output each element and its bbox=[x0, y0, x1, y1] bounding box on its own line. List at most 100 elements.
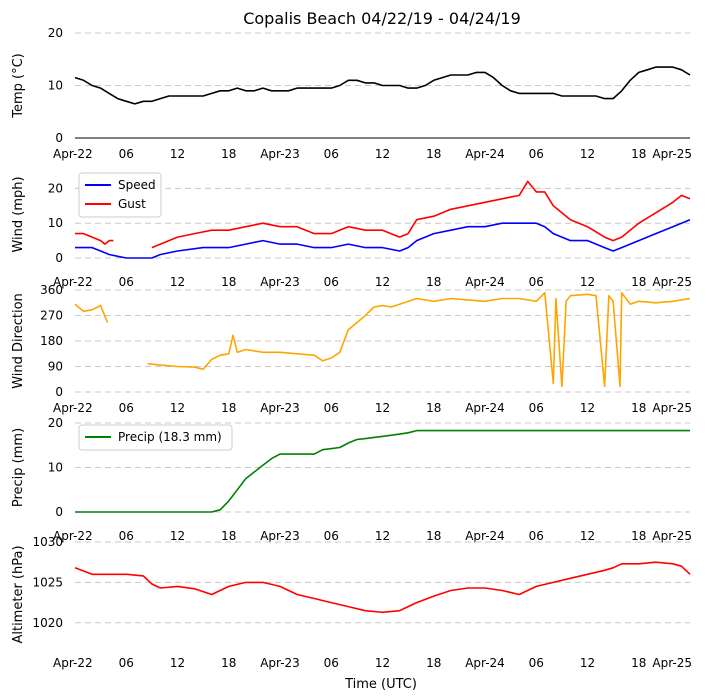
xtick-direction-5: 06 bbox=[324, 401, 339, 415]
ytick-temp-1: 10 bbox=[48, 79, 63, 93]
xtick-altimeter-5: 06 bbox=[324, 656, 339, 670]
xtick-wind-10: 12 bbox=[580, 275, 595, 289]
ylabel-temp: Temp (°C) bbox=[11, 53, 26, 119]
xtick-wind-6: 12 bbox=[375, 275, 390, 289]
panel-altimeter: 1020 1025 1030 Altimeter (hPa) Apr-22 06 12 18 A… bbox=[11, 535, 692, 670]
ytick-wind-2: 20 bbox=[48, 181, 63, 195]
xtick-altimeter-4: Apr-23 bbox=[260, 656, 300, 670]
xtick-altimeter-1: 06 bbox=[119, 656, 134, 670]
xtick-wind-7: 18 bbox=[426, 275, 441, 289]
ylabel-altimeter: Altimeter (hPa) bbox=[11, 545, 26, 643]
xtick-wind-12: Apr-25 bbox=[652, 275, 692, 289]
legend-label-precip-0: Precip (18.3 mm) bbox=[118, 430, 222, 444]
ylabel-precip: Precip (mm) bbox=[11, 428, 26, 507]
xtick-altimeter-9: 06 bbox=[529, 656, 544, 670]
xtick-precip-9: 06 bbox=[529, 529, 544, 543]
xtick-temp-6: 12 bbox=[375, 147, 390, 161]
panel-temp: 0 10 20 Temp (°C) Apr-22 06 12 18 Apr-23 06 12 18 Ap… bbox=[11, 26, 692, 161]
xtick-direction-1: 06 bbox=[119, 401, 134, 415]
ylabel-direction: Wind Direction bbox=[11, 293, 26, 389]
xtick-altimeter-2: 12 bbox=[170, 656, 185, 670]
ytick-altimeter-1: 1025 bbox=[32, 575, 63, 589]
xtick-precip-3: 18 bbox=[221, 529, 236, 543]
xtick-altimeter-7: 18 bbox=[426, 656, 441, 670]
xtick-altimeter-0: Apr-22 bbox=[53, 656, 93, 670]
xtick-temp-2: 12 bbox=[170, 147, 185, 161]
xtick-direction-8: Apr-24 bbox=[465, 401, 505, 415]
xtick-wind-2: 12 bbox=[170, 275, 185, 289]
xtick-direction-12: Apr-25 bbox=[652, 401, 692, 415]
legend-label-wind-0: Speed bbox=[118, 178, 156, 192]
xtick-temp-7: 18 bbox=[426, 147, 441, 161]
xtick-precip-8: Apr-24 bbox=[465, 529, 505, 543]
xtick-direction-2: 12 bbox=[170, 401, 185, 415]
xtick-temp-11: 18 bbox=[631, 147, 646, 161]
x-axis-label: Time (UTC) bbox=[344, 677, 417, 692]
xtick-temp-3: 18 bbox=[221, 147, 236, 161]
xtick-direction-3: 18 bbox=[221, 401, 236, 415]
xtick-temp-12: Apr-25 bbox=[652, 147, 692, 161]
xtick-direction-4: Apr-23 bbox=[260, 401, 300, 415]
xtick-temp-8: Apr-24 bbox=[465, 147, 505, 161]
xtick-altimeter-3: 18 bbox=[221, 656, 236, 670]
xtick-wind-0: Apr-22 bbox=[53, 275, 93, 289]
xtick-precip-6: 12 bbox=[375, 529, 390, 543]
xtick-temp-1: 06 bbox=[119, 147, 134, 161]
xtick-wind-1: 06 bbox=[119, 275, 134, 289]
xtick-direction-11: 18 bbox=[631, 401, 646, 415]
ytick-altimeter-0: 1020 bbox=[32, 616, 63, 630]
xtick-direction-7: 18 bbox=[426, 401, 441, 415]
xtick-precip-1: 06 bbox=[119, 529, 134, 543]
series-altimeter-0 bbox=[74, 561, 691, 614]
series-wind-0 bbox=[75, 218, 691, 259]
ytick-altimeter-2: 1030 bbox=[32, 535, 63, 549]
series-direction-0 bbox=[74, 292, 691, 388]
xtick-temp-0: Apr-22 bbox=[53, 147, 93, 161]
xtick-temp-10: 12 bbox=[580, 147, 595, 161]
xtick-precip-4: Apr-23 bbox=[260, 529, 300, 543]
panel-direction: 0 90 180 270 360 Wind Direction Apr-22 06 12 18 Ap… bbox=[11, 283, 692, 415]
xtick-precip-7: 18 bbox=[426, 529, 441, 543]
xtick-temp-4: Apr-23 bbox=[260, 147, 300, 161]
ylabel-wind: Wind (mph) bbox=[11, 176, 26, 252]
xtick-wind-3: 18 bbox=[221, 275, 236, 289]
ytick-wind-1: 10 bbox=[48, 216, 63, 230]
xtick-wind-4: Apr-23 bbox=[260, 275, 300, 289]
figure-title: Copalis Beach 04/22/19 - 04/24/19 bbox=[243, 9, 521, 28]
xtick-wind-5: 06 bbox=[324, 275, 339, 289]
xtick-temp-9: 06 bbox=[529, 147, 544, 161]
xtick-precip-11: 18 bbox=[631, 529, 646, 543]
xtick-wind-11: 18 bbox=[631, 275, 646, 289]
ytick-direction-3: 270 bbox=[40, 309, 63, 323]
ytick-temp-2: 20 bbox=[48, 26, 63, 40]
xtick-direction-9: 06 bbox=[529, 401, 544, 415]
ytick-direction-2: 180 bbox=[40, 334, 63, 348]
xtick-altimeter-10: 12 bbox=[580, 656, 595, 670]
series-precip-0 bbox=[75, 429, 690, 513]
xtick-precip-5: 06 bbox=[324, 529, 339, 543]
xtick-wind-8: Apr-24 bbox=[465, 275, 505, 289]
xtick-direction-6: 12 bbox=[375, 401, 390, 415]
ytick-direction-1: 90 bbox=[48, 360, 63, 374]
xtick-precip-10: 12 bbox=[580, 529, 595, 543]
ytick-wind-0: 0 bbox=[55, 251, 63, 265]
panel-precip: 0 10 20 Precip (mm) Apr-22 06 12 18 Apr-23 06 12 18… bbox=[11, 416, 692, 543]
xtick-altimeter-11: 18 bbox=[631, 656, 646, 670]
ytick-precip-0: 0 bbox=[55, 505, 63, 519]
ytick-temp-0: 0 bbox=[55, 131, 63, 145]
xtick-direction-10: 12 bbox=[580, 401, 595, 415]
ytick-direction-0: 0 bbox=[55, 385, 63, 399]
xtick-precip-0: Apr-22 bbox=[53, 529, 93, 543]
legend-label-wind-1: Gust bbox=[118, 197, 146, 211]
ytick-direction-4: 360 bbox=[40, 283, 63, 297]
xtick-precip-2: 12 bbox=[170, 529, 185, 543]
xtick-temp-5: 06 bbox=[324, 147, 339, 161]
xtick-altimeter-6: 12 bbox=[375, 656, 390, 670]
panel-wind: 0 10 20 Wind (mph) Apr-22 06 12 18 Apr-23 06 12 18 A… bbox=[11, 172, 692, 289]
series-wind-1 bbox=[75, 180, 691, 249]
legend-box-precip bbox=[78, 424, 233, 451]
xtick-altimeter-8: Apr-24 bbox=[465, 656, 505, 670]
ytick-precip-1: 10 bbox=[48, 461, 63, 475]
